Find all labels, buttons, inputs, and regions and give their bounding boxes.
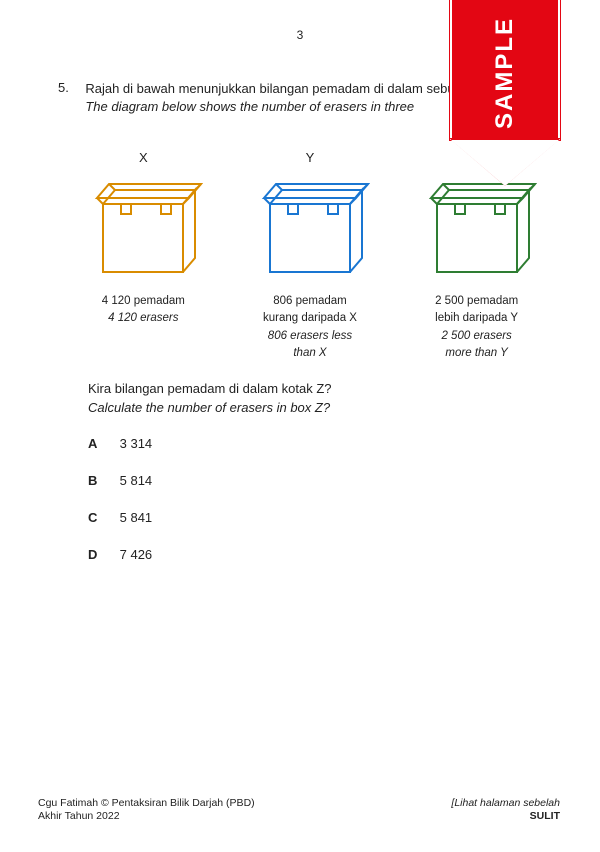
box-icon-z (417, 172, 537, 282)
option-b: B 5 814 (88, 473, 152, 488)
footer-left: Cgu Fatimah © Pentaksiran Bilik Darjah (… (38, 797, 255, 824)
answer-options: A 3 314 B 5 814 C 5 841 D 7 426 (88, 436, 152, 584)
question-text-ms: Rajah di bawah menunjukkan bilangan pema… (85, 81, 507, 96)
footer-right: [Lihat halaman sebelah SULIT (451, 797, 560, 824)
option-d: D 7 426 (88, 547, 152, 562)
sample-ribbon: SAMPLE (450, 0, 560, 185)
box-icon-y (250, 172, 370, 282)
option-a: A 3 314 (88, 436, 152, 451)
question-prompt: Kira bilangan pemadam di dalam kotak Z? … (88, 380, 332, 418)
question-text-en: The diagram below shows the number of er… (85, 99, 414, 114)
box-caption-y: 806 pemadam kurang daripada X 806 eraser… (235, 293, 385, 362)
box-caption-x: 4 120 pemadam 4 120 erasers (68, 293, 218, 328)
box-col-y: Y 806 pemadam kurang daripada X 806 eras… (235, 150, 385, 362)
prompt-en: Calculate the number of erasers in box Z… (88, 400, 330, 415)
box-col-x: X 4 120 pemadam 4 120 erasers (68, 150, 218, 328)
box-caption-z: 2 500 pemadam lebih daripada Y 2 500 era… (402, 293, 552, 362)
prompt-ms: Kira bilangan pemadam di dalam kotak Z? (88, 381, 332, 396)
box-icon-x (83, 172, 203, 282)
option-c: C 5 841 (88, 510, 152, 525)
box-label-y: Y (235, 150, 385, 166)
ribbon-text: SAMPLE (491, 19, 519, 129)
question-number: 5. (58, 80, 82, 95)
box-label-x: X (68, 150, 218, 166)
